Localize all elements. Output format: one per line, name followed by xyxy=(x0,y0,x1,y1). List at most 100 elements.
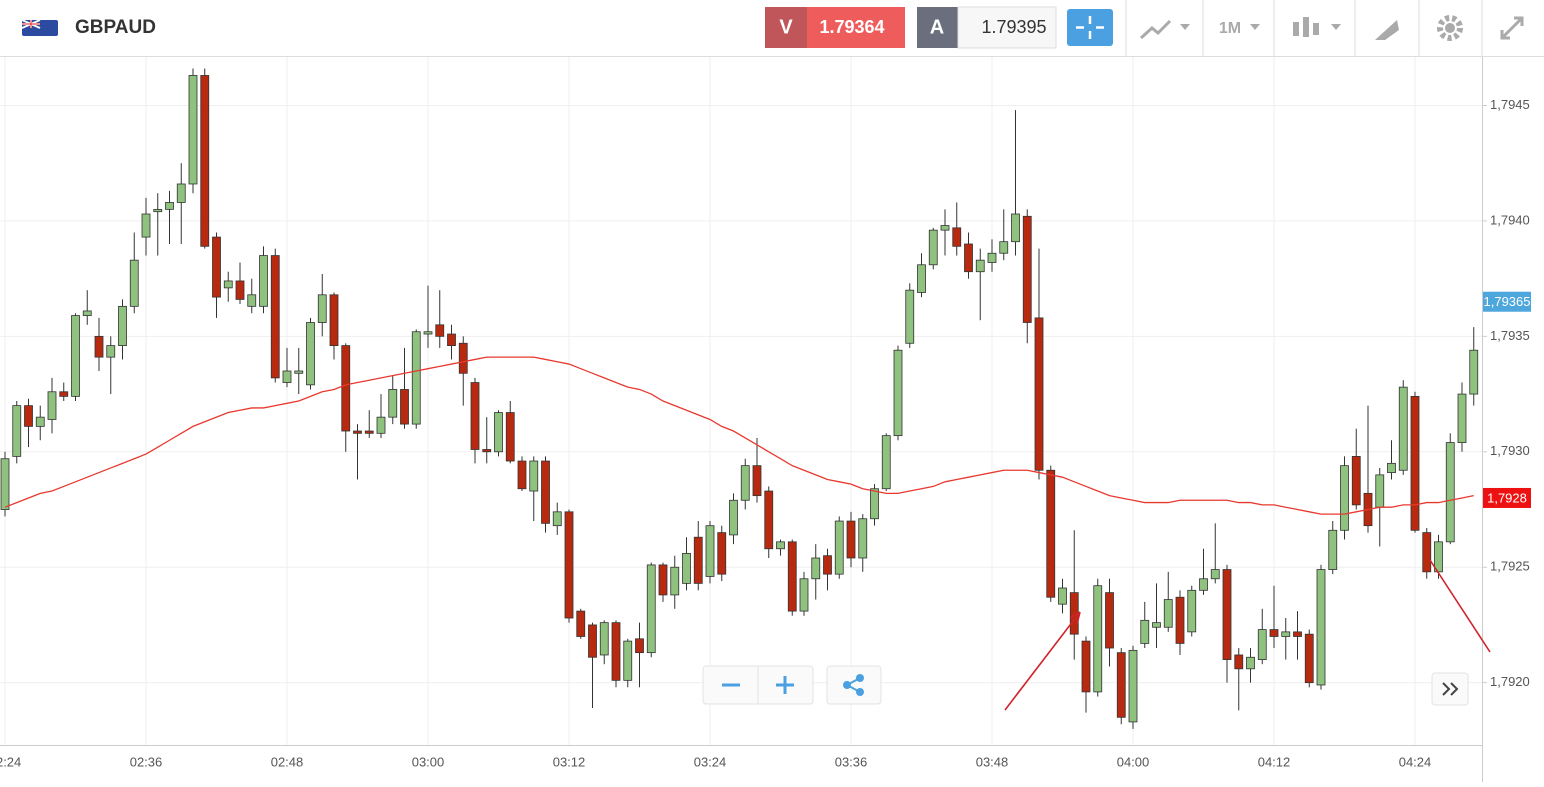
candle-body xyxy=(1093,585,1103,693)
candle-body xyxy=(987,252,997,263)
candle-body xyxy=(1316,569,1326,686)
candle-body xyxy=(341,345,351,432)
candle-body xyxy=(1081,640,1091,693)
fullscreen-button[interactable] xyxy=(1500,16,1524,40)
candle-body xyxy=(1210,569,1220,580)
candle-body xyxy=(564,511,574,619)
candle-body xyxy=(635,638,644,654)
candle-body xyxy=(1410,395,1420,531)
candle-body xyxy=(353,430,362,434)
toolbar-separators xyxy=(1125,0,1483,56)
candle-body xyxy=(940,225,950,231)
candle-body xyxy=(846,520,856,559)
share-button[interactable] xyxy=(826,665,882,705)
buy-button[interactable] xyxy=(917,7,958,48)
candle-body xyxy=(1398,386,1408,471)
candle-body xyxy=(1445,442,1455,543)
candle-body xyxy=(999,241,1009,254)
candle-body xyxy=(1116,652,1126,718)
candle-body xyxy=(458,342,468,374)
crosshair-button[interactable] xyxy=(1067,9,1113,46)
y-tick-label: 1,7940 xyxy=(1490,212,1530,227)
candle-style-button[interactable] xyxy=(1293,17,1341,37)
candle-body xyxy=(599,622,609,656)
candle-body xyxy=(776,541,785,550)
candle-body xyxy=(411,331,421,425)
candle-body xyxy=(294,370,304,374)
flag-icon xyxy=(21,19,58,36)
candle-body xyxy=(388,389,398,418)
candle-body xyxy=(153,208,163,213)
candle-body xyxy=(1304,633,1314,684)
chart-type-button[interactable] xyxy=(1139,19,1172,40)
candle-body xyxy=(212,236,221,298)
candle-body xyxy=(740,465,750,501)
candle-body xyxy=(1058,587,1067,605)
candle-body xyxy=(223,280,233,289)
candle-body xyxy=(1351,456,1361,506)
candle-body xyxy=(12,405,22,457)
share-icon xyxy=(843,674,864,696)
candle-body xyxy=(881,435,891,490)
candle-body xyxy=(1375,474,1385,508)
candle-body xyxy=(1457,393,1467,443)
candle-body xyxy=(905,289,915,344)
candle-body xyxy=(693,536,703,584)
candle-body xyxy=(670,566,680,596)
candle-body xyxy=(552,511,562,527)
candle-body xyxy=(1234,654,1244,670)
timeframe-button[interactable]: 1M xyxy=(1219,20,1241,37)
candle-body xyxy=(1152,622,1161,628)
candle-body xyxy=(1128,649,1138,723)
candle-body xyxy=(35,416,45,427)
crosshair-icon xyxy=(1076,16,1104,39)
candle-body xyxy=(317,294,327,323)
candle-body xyxy=(94,335,104,358)
candle-body xyxy=(646,564,656,654)
candle-body xyxy=(329,294,339,346)
y-tick-label: 1,7945 xyxy=(1490,97,1530,112)
candle-body xyxy=(1199,578,1208,591)
sell-price-button[interactable] xyxy=(807,7,905,48)
price-tag-label: 1,79365 xyxy=(1484,294,1531,309)
candle-body xyxy=(1246,656,1255,670)
candle-body xyxy=(141,213,151,238)
candle-body xyxy=(517,460,527,490)
candle-body xyxy=(823,555,832,575)
candle-body xyxy=(447,333,456,346)
candle-body xyxy=(282,370,292,383)
zoom-in-button[interactable] xyxy=(776,676,794,694)
settings-button[interactable] xyxy=(1437,15,1463,41)
candle-body xyxy=(423,331,433,335)
candle-body xyxy=(1175,596,1185,644)
candle-body xyxy=(505,412,515,462)
x-tick-label: 03:36 xyxy=(835,754,868,769)
candle-body xyxy=(1257,629,1267,660)
candle-body xyxy=(658,564,668,596)
sell-button[interactable] xyxy=(765,7,807,48)
x-tick-label: 03:12 xyxy=(553,754,586,769)
candle-body xyxy=(576,610,586,637)
candle-body xyxy=(682,552,691,584)
candle-body xyxy=(1034,317,1044,471)
buy-price-button[interactable] xyxy=(957,6,1057,49)
candle-body xyxy=(400,389,409,425)
candle-body xyxy=(1022,215,1032,323)
symbol: GBPAUD xyxy=(75,17,156,38)
drawing-tool-button[interactable] xyxy=(1375,20,1399,40)
candle-body xyxy=(1222,569,1232,660)
candle-body xyxy=(200,75,210,247)
candle-body xyxy=(71,315,80,397)
candle-body xyxy=(811,557,821,580)
candle-body xyxy=(1105,592,1114,649)
x-tick-label: 02:24 xyxy=(0,754,21,769)
toolbar: GBPAUD V 1.79364 A 1.79395 1M xyxy=(0,0,1544,57)
candle-body xyxy=(24,405,33,427)
y-tick-label: 1,7935 xyxy=(1490,328,1530,343)
scroll-icon xyxy=(1442,682,1459,696)
plot-area: 1,79365 1,7928 xyxy=(0,68,1531,729)
candle-body xyxy=(1269,629,1279,637)
x-tick-label: 03:24 xyxy=(694,754,727,769)
